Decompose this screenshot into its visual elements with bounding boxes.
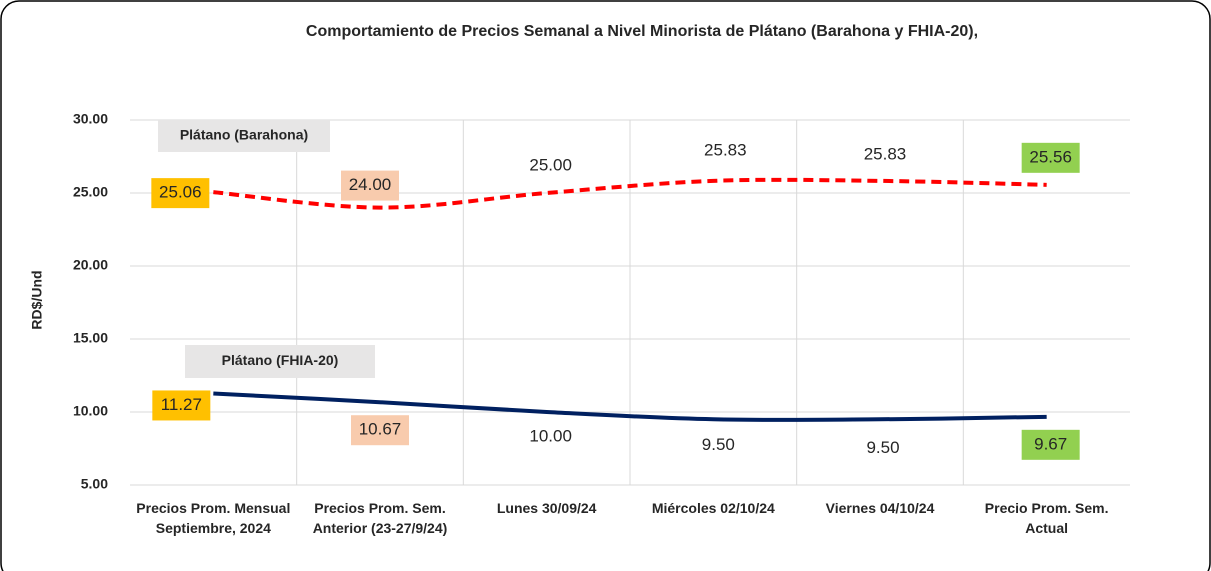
y-axis-label: RD$/Und (29, 270, 45, 329)
value-label: 25.83 (704, 140, 747, 159)
x-tick-label: Precios Prom. Sem. Anterior (23-27/9/24) (312, 500, 448, 536)
series-line (213, 177, 1047, 210)
series-line (213, 391, 1047, 422)
series-name: Plátano (FHIA-20) (222, 352, 339, 368)
value-label-box (151, 178, 210, 209)
series-name-box (158, 120, 330, 152)
chart-title: Comportamiento de Precios Semanal a Nive… (306, 23, 978, 40)
value-label-box (152, 390, 211, 421)
value-label: 25.06 (159, 183, 202, 202)
series-name: Plátano (Barahona) (180, 127, 308, 143)
value-label-box (1021, 142, 1080, 173)
x-tick-label: Lunes 30/09/24 (496, 500, 597, 516)
value-label: 10.00 (529, 426, 572, 445)
x-tick-label: Precio Prom. Sem. Actual (984, 500, 1109, 536)
value-label: 24.00 (349, 175, 392, 194)
y-tick-label: 5.00 (81, 476, 108, 492)
value-label: 10.67 (359, 420, 402, 439)
value-label-box (1021, 429, 1080, 460)
value-label: 11.27 (161, 395, 202, 414)
y-tick-label: 15.00 (73, 330, 108, 346)
series-name-box (185, 345, 375, 378)
x-tick-label: Precios Prom. Mensual Septiembre, 2024 (136, 500, 291, 536)
y-tick-label: 25.00 (73, 184, 108, 200)
value-label: 25.00 (529, 155, 572, 174)
y-tick-label: 20.00 (73, 257, 108, 273)
value-label: 25.83 (864, 144, 907, 163)
value-label: 9.67 (1034, 434, 1067, 453)
y-tick-label: 10.00 (73, 403, 108, 419)
value-label: 9.50 (702, 435, 735, 454)
x-tick-label: Miércoles 02/10/24 (651, 500, 775, 516)
x-tick-label: Viernes 04/10/24 (825, 500, 935, 516)
value-label-box (341, 170, 399, 201)
y-tick-label: 30.00 (73, 111, 108, 127)
value-label: 9.50 (866, 438, 899, 457)
value-label-box (351, 415, 409, 446)
value-label: 25.56 (1029, 147, 1072, 166)
